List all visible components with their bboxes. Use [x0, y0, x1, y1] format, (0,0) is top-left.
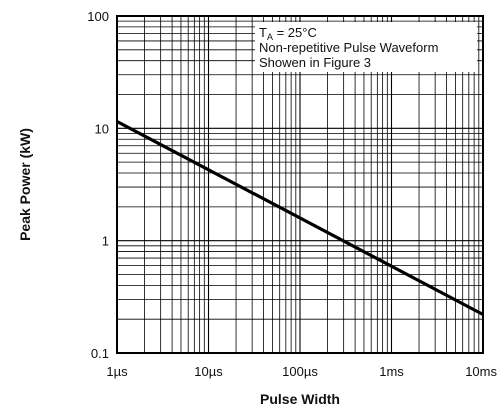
y-tick-labels: 0.1 1 10 100 — [87, 9, 109, 361]
annotation-temperature: TA = 25°C — [259, 25, 317, 42]
y-tick-label: 1 — [102, 234, 109, 249]
x-tick-label: 10ms — [465, 364, 497, 379]
x-tick-label: 1µs — [106, 364, 128, 379]
annotation-waveform: Non-repetitive Pulse Waveform — [259, 40, 438, 55]
annotation-background — [255, 22, 477, 72]
grid — [117, 16, 483, 353]
y-axis-title: Peak Power (kW) — [17, 128, 33, 241]
annotation: TA = 25°C Non-repetitive Pulse Waveform … — [255, 22, 477, 72]
plot-border — [116, 15, 484, 354]
y-tick-label: 0.1 — [91, 346, 109, 361]
y-tick-label: 100 — [87, 9, 109, 24]
x-tick-label: 1ms — [379, 364, 404, 379]
series-layer — [116, 120, 484, 316]
x-tick-labels: 1µs 10µs 100µs 1ms 10ms — [106, 364, 497, 379]
peak-power-curve — [116, 120, 484, 316]
x-axis-title: Pulse Width — [260, 391, 340, 407]
x-tick-label: 100µs — [282, 364, 318, 379]
annotation-figure-ref: Showen in Figure 3 — [259, 55, 371, 70]
x-tick-label: 10µs — [194, 364, 223, 379]
y-tick-label: 10 — [95, 121, 109, 136]
